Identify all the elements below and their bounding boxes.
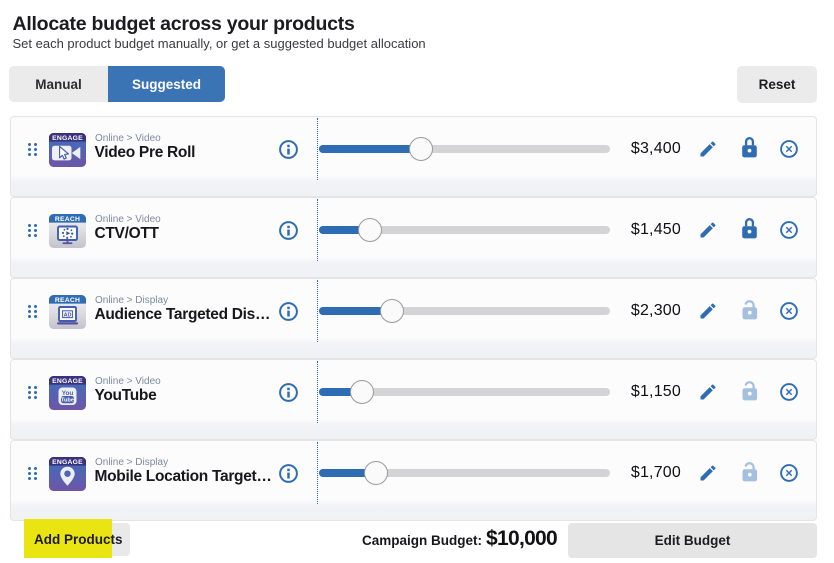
svg-text:Tube: Tube (61, 398, 74, 404)
svg-text:ENGAGE: ENGAGE (52, 459, 83, 466)
svg-text:REACH: REACH (55, 216, 80, 223)
svg-text:ENGAGE: ENGAGE (52, 135, 83, 142)
svg-text:REACH: REACH (55, 297, 80, 304)
svg-text:AD: AD (64, 313, 72, 319)
svg-text:You: You (62, 390, 74, 397)
svg-text:ENGAGE: ENGAGE (52, 378, 83, 385)
